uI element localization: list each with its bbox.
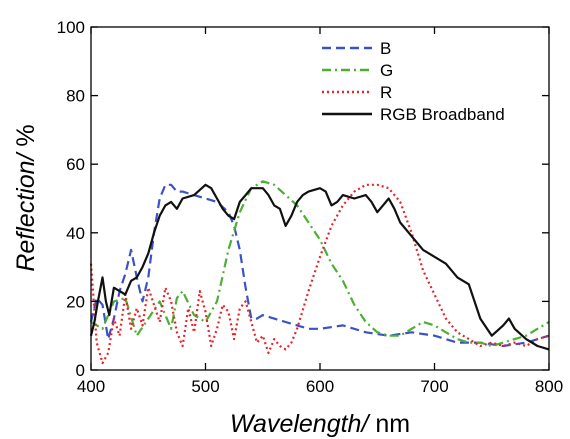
x-axis-title-unit: nm (368, 410, 410, 438)
series-layer (89, 180, 550, 365)
x-tick-label-2: 600 (306, 377, 334, 396)
x-axis-title: Wavelength/ nm (230, 410, 410, 438)
y-tick-label-4: 80 (66, 87, 85, 106)
y-tick-label-2: 40 (66, 224, 85, 243)
ticks-layer: 400 500 600 700 800 0 20 40 60 80 100 (57, 18, 564, 396)
y-tick-label-0: 0 (76, 361, 85, 380)
y-axis-title-italic: Reflection/ (12, 150, 40, 271)
series-line-3 (89, 183, 550, 351)
y-axis-title-unit: % (12, 124, 40, 153)
y-tick-label-3: 60 (66, 155, 85, 174)
y-axis-title: Reflection/ % (12, 124, 40, 271)
legend-label-2: R (380, 83, 392, 102)
x-tick-label-0: 400 (77, 377, 105, 396)
legend: BGR RGB Broadband (322, 39, 505, 124)
x-axis-title-italic: Wavelength/ (230, 410, 372, 438)
series-line-1 (90, 180, 550, 348)
x-tick-label-1: 500 (191, 377, 219, 396)
x-tick-label-4: 800 (535, 377, 563, 396)
legend-label-0: B (380, 39, 391, 58)
y-tick-label-1: 20 (66, 292, 85, 311)
y-tick-label-5: 100 (57, 18, 85, 37)
legend-label-1: G (380, 61, 393, 80)
series-line-2 (89, 183, 550, 365)
x-tick-label-3: 700 (420, 377, 448, 396)
legend-label-3: RGB Broadband (380, 105, 505, 124)
